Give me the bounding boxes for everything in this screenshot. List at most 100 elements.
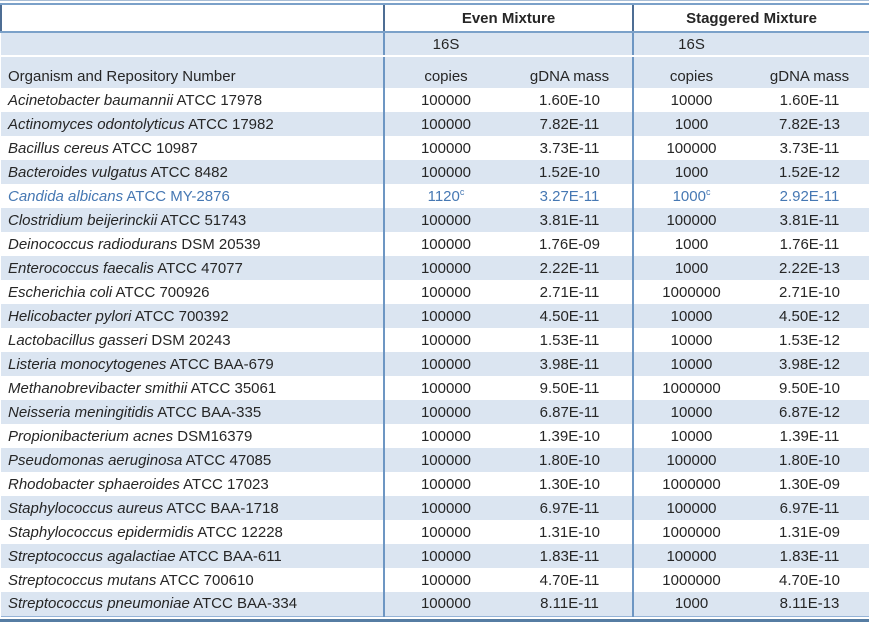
staggered-16s-copies-cell: 1000 — [632, 112, 749, 136]
even-mixture-header: Even Mixture — [383, 5, 633, 33]
organism-name: Deinococcus radiodurans — [8, 235, 178, 253]
organism-name: Streptococcus mutans — [8, 571, 157, 589]
even-16s-copies-cell: 100000 — [383, 352, 507, 376]
even-gdna-mass-cell: 1.52E-10 — [507, 160, 633, 184]
staggered-16s-copies-cell: 100000 — [632, 448, 749, 472]
staggered-gdna-mass-cell: 2.22E-13 — [749, 256, 869, 280]
organism-cell: Rhodobacter sphaeroides ATCC 17023 — [8, 475, 269, 493]
table-bottom-rule — [0, 618, 869, 622]
even-copies-column-header: copies — [383, 56, 507, 88]
staggered-gdna-mass-cell: 2.92E-11 — [779, 187, 840, 205]
staggered-16s-label: 16S — [632, 32, 749, 57]
blank-cell — [1, 32, 384, 57]
even-16s-copies-cell: 100000 — [383, 472, 507, 496]
table-row: Bacteroides vulgatus ATCC 8482 100000 1.52… — [1, 160, 869, 184]
table-row: Staphylococcus aureus ATCC BAA-1718 10000… — [1, 496, 869, 520]
organism-cell: Escherichia coli ATCC 700926 — [8, 283, 210, 301]
even-16s-copies-cell: 100000 — [383, 88, 507, 112]
table-row: Deinococcus radiodurans DSM 20539 100000 1… — [1, 232, 869, 256]
staggered-16s-copies-cell: 1000 — [632, 256, 749, 280]
subheader-row-columns: Organism and Repository Number copies gD… — [1, 56, 869, 88]
table-row: Streptococcus agalactiae ATCC BAA-611 100… — [1, 544, 869, 568]
organism-name: Bacillus cereus — [8, 139, 109, 157]
even-gdna-mass-cell: 1.31E-10 — [539, 523, 600, 541]
even-16s-copies-cell: 100000 — [383, 376, 507, 400]
organism-name: Candida albicans — [8, 187, 124, 205]
organism-cell: Clostridium beijerinckii ATCC 51743 — [1, 208, 384, 232]
organism-cell: Streptococcus pneumoniae ATCC BAA-334 — [1, 592, 384, 616]
table-row: Escherichia coli ATCC 700926 100000 2.71E-… — [1, 280, 869, 304]
even-gdna-mass-cell: 1.76E-09 — [539, 235, 600, 253]
staggered-gdna-mass-cell: 1.76E-11 — [779, 235, 840, 253]
even-16s-copies-cell: 100000 — [383, 280, 507, 304]
table-row: Streptococcus mutans ATCC 700610 100000 4.… — [1, 568, 869, 592]
even-gdna-mass-cell: 4.50E-11 — [507, 304, 633, 328]
staggered-gdna-mass-cell: 1.52E-12 — [749, 160, 869, 184]
blank-cell — [749, 32, 869, 57]
organism-cell: Actinomyces odontolyticus ATCC 17982 — [1, 112, 384, 136]
organism-name: Helicobacter pylori — [8, 307, 132, 325]
organism-name: Methanobrevibacter smithii — [8, 379, 188, 397]
staggered-16s-copies-cell: 100000 — [632, 496, 749, 520]
staggered-gdna-mass-cell: 3.73E-11 — [779, 139, 840, 157]
organism-cell: Lactobacillus gasseri DSM 20243 — [8, 331, 231, 349]
organism-cell: Bacillus cereus ATCC 10987 — [8, 139, 198, 157]
table-row: Methanobrevibacter smithii ATCC 35061 100… — [1, 376, 869, 400]
table-row: Helicobacter pylori ATCC 700392 100000 4.5… — [1, 304, 869, 328]
organism-cell: Staphylococcus aureus ATCC BAA-1718 — [1, 496, 384, 520]
staggered-16s-copies-cell: 1000000 — [632, 520, 749, 544]
even-16s-copies-cell: 100000 — [383, 544, 507, 568]
organism-name: Listeria monocytogenes — [8, 355, 167, 373]
staggered-gdna-mass-cell: 6.87E-12 — [749, 400, 869, 424]
even-gdna-mass-cell: 3.81E-11 — [507, 208, 633, 232]
group-header-row: Even Mixture Staggered Mixture — [0, 5, 869, 33]
subheader-row-16s: 16S 16S — [1, 32, 869, 57]
staggered-gdna-mass-cell: 3.98E-12 — [749, 352, 869, 376]
even-16s-copies-cell: 100000 — [383, 448, 507, 472]
organism-cell: Candida albicans ATCC MY-2876 — [8, 187, 230, 205]
staggered-16s-copies-cell: 10000 — [632, 352, 749, 376]
organism-name: Rhodobacter sphaeroides — [8, 475, 180, 493]
organism-column-header: Organism and Repository Number — [1, 56, 384, 88]
even-16s-copies-cell: 100000 — [383, 568, 507, 592]
staggered-16s-copies-cell: 1000c — [632, 184, 749, 208]
even-gdna-mass-cell: 1.39E-10 — [539, 427, 600, 445]
table-row: Neisseria meningitidis ATCC BAA-335 10000… — [1, 400, 869, 424]
organism-name: Pseudomonas aeruginosa — [8, 451, 183, 469]
organism-cell: Helicobacter pylori ATCC 700392 — [1, 304, 384, 328]
even-gdna-mass-cell: 8.11E-11 — [507, 592, 633, 616]
staggered-gdna-mass-cell: 1.30E-09 — [779, 475, 840, 493]
table-row: Pseudomonas aeruginosa ATCC 47085 100000 1… — [1, 448, 869, 472]
organism-name: Staphylococcus aureus — [8, 499, 164, 517]
staggered-gdna-mass-cell: 2.71E-10 — [779, 283, 840, 301]
even-16s-copies-cell: 100000 — [383, 520, 507, 544]
staggered-16s-copies-cell: 100000 — [632, 208, 749, 232]
staggered-16s-copies-cell: 1000000 — [632, 472, 749, 496]
even-gdna-mass-cell: 2.71E-11 — [539, 283, 600, 301]
organism-cell: Streptococcus mutans ATCC 700610 — [8, 571, 254, 589]
staggered-16s-copies-cell: 1000000 — [632, 280, 749, 304]
footnote-marker: c — [705, 186, 711, 197]
staggered-gdna-mass-cell: 4.50E-12 — [749, 304, 869, 328]
even-gdna-mass-cell: 1.53E-11 — [539, 331, 600, 349]
table-row: Bacillus cereus ATCC 10987 100000 3.73E-11… — [1, 136, 869, 160]
even-gdna-mass-cell: 1.30E-10 — [539, 475, 600, 493]
organism-cell: Streptococcus agalactiae ATCC BAA-611 — [1, 544, 384, 568]
mock-community-table: Even Mixture Staggered Mixture 16S 16S O… — [0, 5, 869, 617]
even-16s-copies-cell: 1120c — [383, 184, 507, 208]
staggered-16s-copies-cell: 10000 — [632, 328, 749, 352]
staggered-16s-copies-cell: 1000000 — [632, 568, 749, 592]
organism-name: Streptococcus agalactiae — [8, 547, 176, 565]
table-row: Candida albicans ATCC MY-2876 1120c 3.27E-… — [1, 184, 869, 208]
organism-name: Clostridium beijerinckii — [8, 211, 158, 229]
table-row: Streptococcus pneumoniae ATCC BAA-334 100… — [1, 592, 869, 616]
even-16s-copies-cell: 100000 — [383, 160, 507, 184]
table-body: Acinetobacter baumannii ATCC 17978 100000… — [1, 88, 869, 616]
table-row: Staphylococcus epidermidis ATCC 12228 100… — [1, 520, 869, 544]
table-row: Propionibacterium acnes DSM16379 100000 1.… — [1, 424, 869, 448]
staggered-16s-copies-cell: 100000 — [632, 544, 749, 568]
blank-cell — [507, 32, 633, 57]
even-gdna-mass-cell: 3.98E-11 — [507, 352, 633, 376]
organism-name: Streptococcus pneumoniae — [8, 595, 190, 613]
